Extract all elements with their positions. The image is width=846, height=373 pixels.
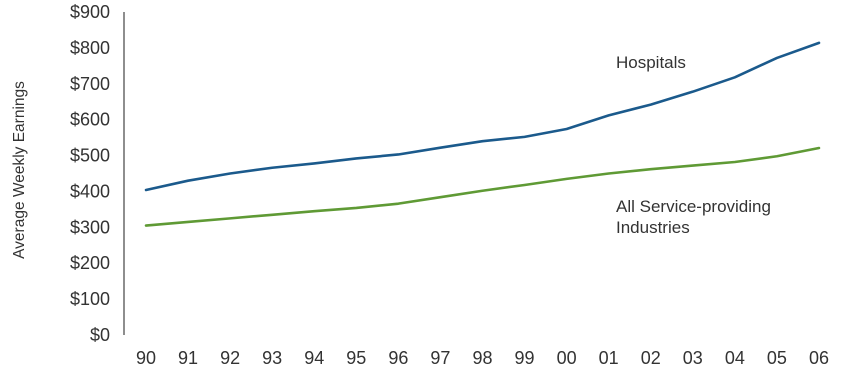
y-tick-label: $700 (70, 74, 110, 94)
x-tick-label: 91 (178, 348, 198, 368)
y-axis-tick-labels: $0 $100 $200 $300 $400 $500 $600 $700 $800 $900 (70, 2, 110, 345)
series-line-hospitals (144, 41, 821, 192)
x-tick-label: 01 (599, 348, 619, 368)
x-tick-label: 03 (683, 348, 703, 368)
x-tick-label: 92 (220, 348, 240, 368)
y-tick-label: $600 (70, 110, 110, 130)
y-tick-label: $0 (90, 325, 110, 345)
x-tick-label: 02 (641, 348, 661, 368)
x-axis-tick-labels: 90 91 92 93 94 95 96 97 98 99 00 01 02 03 04 05 06 (136, 348, 829, 368)
x-tick-label: 99 (515, 348, 535, 368)
y-tick-label: $100 (70, 289, 110, 309)
x-tick-label: 05 (767, 348, 787, 368)
x-tick-label: 97 (430, 348, 450, 368)
y-tick-label: $400 (70, 181, 110, 201)
y-tick-label: $800 (70, 38, 110, 58)
x-tick-label: 98 (472, 348, 492, 368)
x-tick-label: 06 (809, 348, 829, 368)
y-axis-title: Average Weekly Earnings (11, 81, 28, 259)
series-label-service-line1: All Service-providing (616, 197, 771, 216)
y-tick-label: $500 (70, 146, 110, 166)
series-label-service-line2: Industries (616, 218, 690, 237)
y-tick-label: $300 (70, 217, 110, 237)
x-tick-label: 96 (388, 348, 408, 368)
series-lines (144, 41, 821, 227)
x-tick-label: 94 (304, 348, 324, 368)
x-tick-label: 04 (725, 348, 745, 368)
x-tick-label: 90 (136, 348, 156, 368)
x-tick-label: 00 (557, 348, 577, 368)
series-label-hospitals: Hospitals (616, 53, 686, 72)
x-tick-label: 93 (262, 348, 282, 368)
x-tick-label: 95 (346, 348, 366, 368)
y-tick-label: $200 (70, 253, 110, 273)
y-tick-label: $900 (70, 2, 110, 22)
